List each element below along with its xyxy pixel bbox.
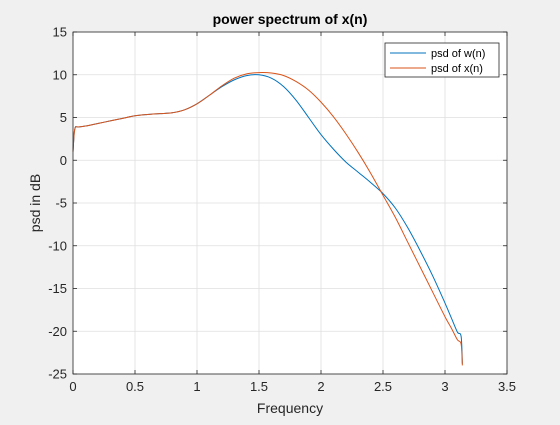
y-tick-label: -15 <box>48 281 67 296</box>
x-tick-label: 2.5 <box>374 379 392 394</box>
x-tick-label: 2 <box>317 379 324 394</box>
x-axis-label: Frequency <box>257 400 323 416</box>
series-group <box>72 72 463 366</box>
legend: psd of w(n) psd of x(n) <box>384 42 500 78</box>
x-tick-label: 1.5 <box>250 379 268 394</box>
x-tick-label: 0.5 <box>126 379 144 394</box>
legend-label-w: psd of w(n) <box>431 48 485 60</box>
y-tick-label: -10 <box>48 238 67 253</box>
y-tick-label: -20 <box>48 324 67 339</box>
ticks <box>72 31 508 375</box>
x-tick-label: 3 <box>441 379 448 394</box>
y-tick-label: 15 <box>53 25 67 40</box>
x-tick-label: 3.5 <box>498 379 516 394</box>
chart-title: power spectrum of x(n) <box>213 11 368 27</box>
y-tick-label: -25 <box>48 367 67 382</box>
y-tick-label: 5 <box>60 110 67 125</box>
x-tick-label: 1 <box>193 379 200 394</box>
y-axis-label: psd in dB <box>27 174 43 232</box>
y-tick-label: -5 <box>55 196 67 211</box>
legend-box <box>384 42 500 78</box>
y-tick-label: 0 <box>60 153 67 168</box>
tick-labels: 0 0.5 1 1.5 2 2.5 3 3.5 -25 -20 -15 -10 -5 0 5 10 15 <box>48 25 516 395</box>
series-line-1 <box>72 72 463 366</box>
legend-label-x: psd of x(n) <box>431 63 483 75</box>
y-tick-label: 10 <box>53 67 67 82</box>
x-tick-label: 0 <box>69 379 76 394</box>
